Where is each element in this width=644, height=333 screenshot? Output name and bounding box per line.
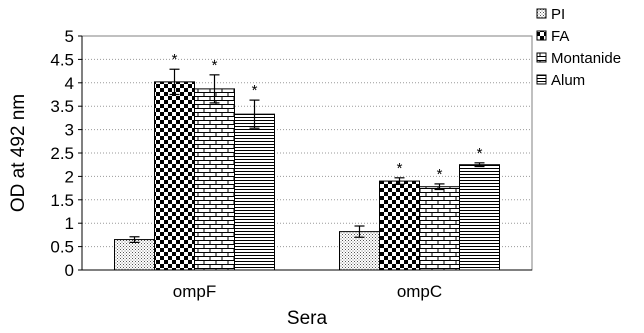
y-tick-label: 0.5 [50, 238, 74, 257]
bar-alum-ompf [234, 113, 275, 271]
x-tick-label: ompF [173, 282, 216, 301]
legend-swatch-montanide [536, 52, 547, 63]
significance-star: * [397, 160, 403, 177]
error-bars [129, 68, 485, 243]
y-tick-label: 4 [65, 74, 74, 93]
significance-star: * [172, 51, 178, 68]
legend-swatch-fa [536, 30, 547, 41]
legend: PI FA Montanide Alum [536, 6, 621, 89]
x-tick-label: ompC [397, 282, 442, 301]
legend-swatch-alum [536, 74, 547, 85]
bar-fa-ompc [379, 180, 420, 271]
significance-star: * [252, 82, 258, 99]
legend-label-pi: PI [551, 6, 565, 23]
y-tick-label: 0 [65, 261, 74, 280]
legend-label-montanide: Montanide [551, 50, 621, 67]
y-tick-label: 1 [65, 214, 74, 233]
legend-swatch-pi [536, 8, 547, 19]
bars [114, 81, 500, 271]
y-tick-label: 3 [65, 121, 74, 140]
y-tick-label: 3.5 [50, 97, 74, 116]
legend-label-fa: FA [551, 28, 569, 45]
y-tick-label: 2.5 [50, 144, 74, 163]
y-axis-title: OD at 492 nm [8, 94, 29, 212]
bar-pi-ompf [114, 239, 155, 271]
y-tick-label: 1.5 [50, 191, 74, 210]
y-axis-ticks: 0 0.5 1 1.5 2 2.5 3 3.5 4 4.5 5 [50, 27, 82, 280]
x-axis-title: Sera [287, 308, 328, 329]
x-axis-ticks: ompF ompC [173, 282, 442, 301]
legend-label-alum: Alum [551, 72, 585, 89]
bar-montanide-ompf [194, 88, 235, 271]
bar-montanide-ompc [419, 186, 460, 271]
bar-alum-ompc [459, 164, 500, 271]
y-tick-label: 5 [65, 27, 74, 46]
significance-star: * [477, 145, 483, 162]
y-tick-label: 2 [65, 167, 74, 186]
significance-star: * [437, 166, 443, 183]
bar-fa-ompf [154, 81, 195, 271]
significance-markers: * * * * * * [172, 51, 483, 183]
y-tick-label: 4.5 [50, 50, 74, 69]
significance-star: * [212, 57, 218, 74]
